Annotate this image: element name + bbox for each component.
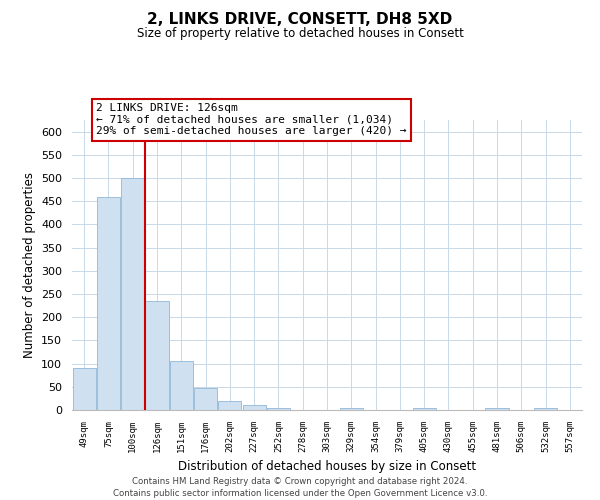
Text: 2, LINKS DRIVE, CONSETT, DH8 5XD: 2, LINKS DRIVE, CONSETT, DH8 5XD: [148, 12, 452, 28]
Bar: [413, 408, 436, 410]
Bar: [218, 400, 241, 410]
Bar: [340, 408, 363, 410]
Bar: [170, 362, 193, 410]
Bar: [534, 408, 557, 410]
Bar: [121, 178, 144, 410]
Bar: [73, 368, 95, 410]
Bar: [194, 388, 217, 410]
Bar: [485, 408, 509, 410]
Bar: [145, 301, 169, 410]
Bar: [242, 406, 266, 410]
Y-axis label: Number of detached properties: Number of detached properties: [23, 172, 35, 358]
Text: Size of property relative to detached houses in Consett: Size of property relative to detached ho…: [137, 28, 463, 40]
Text: Contains HM Land Registry data © Crown copyright and database right 2024.: Contains HM Land Registry data © Crown c…: [132, 477, 468, 486]
X-axis label: Distribution of detached houses by size in Consett: Distribution of detached houses by size …: [178, 460, 476, 473]
Bar: [267, 408, 290, 410]
Bar: [97, 198, 120, 410]
Text: 2 LINKS DRIVE: 126sqm
← 71% of detached houses are smaller (1,034)
29% of semi-d: 2 LINKS DRIVE: 126sqm ← 71% of detached …: [96, 103, 407, 136]
Text: Contains public sector information licensed under the Open Government Licence v3: Contains public sector information licen…: [113, 488, 487, 498]
